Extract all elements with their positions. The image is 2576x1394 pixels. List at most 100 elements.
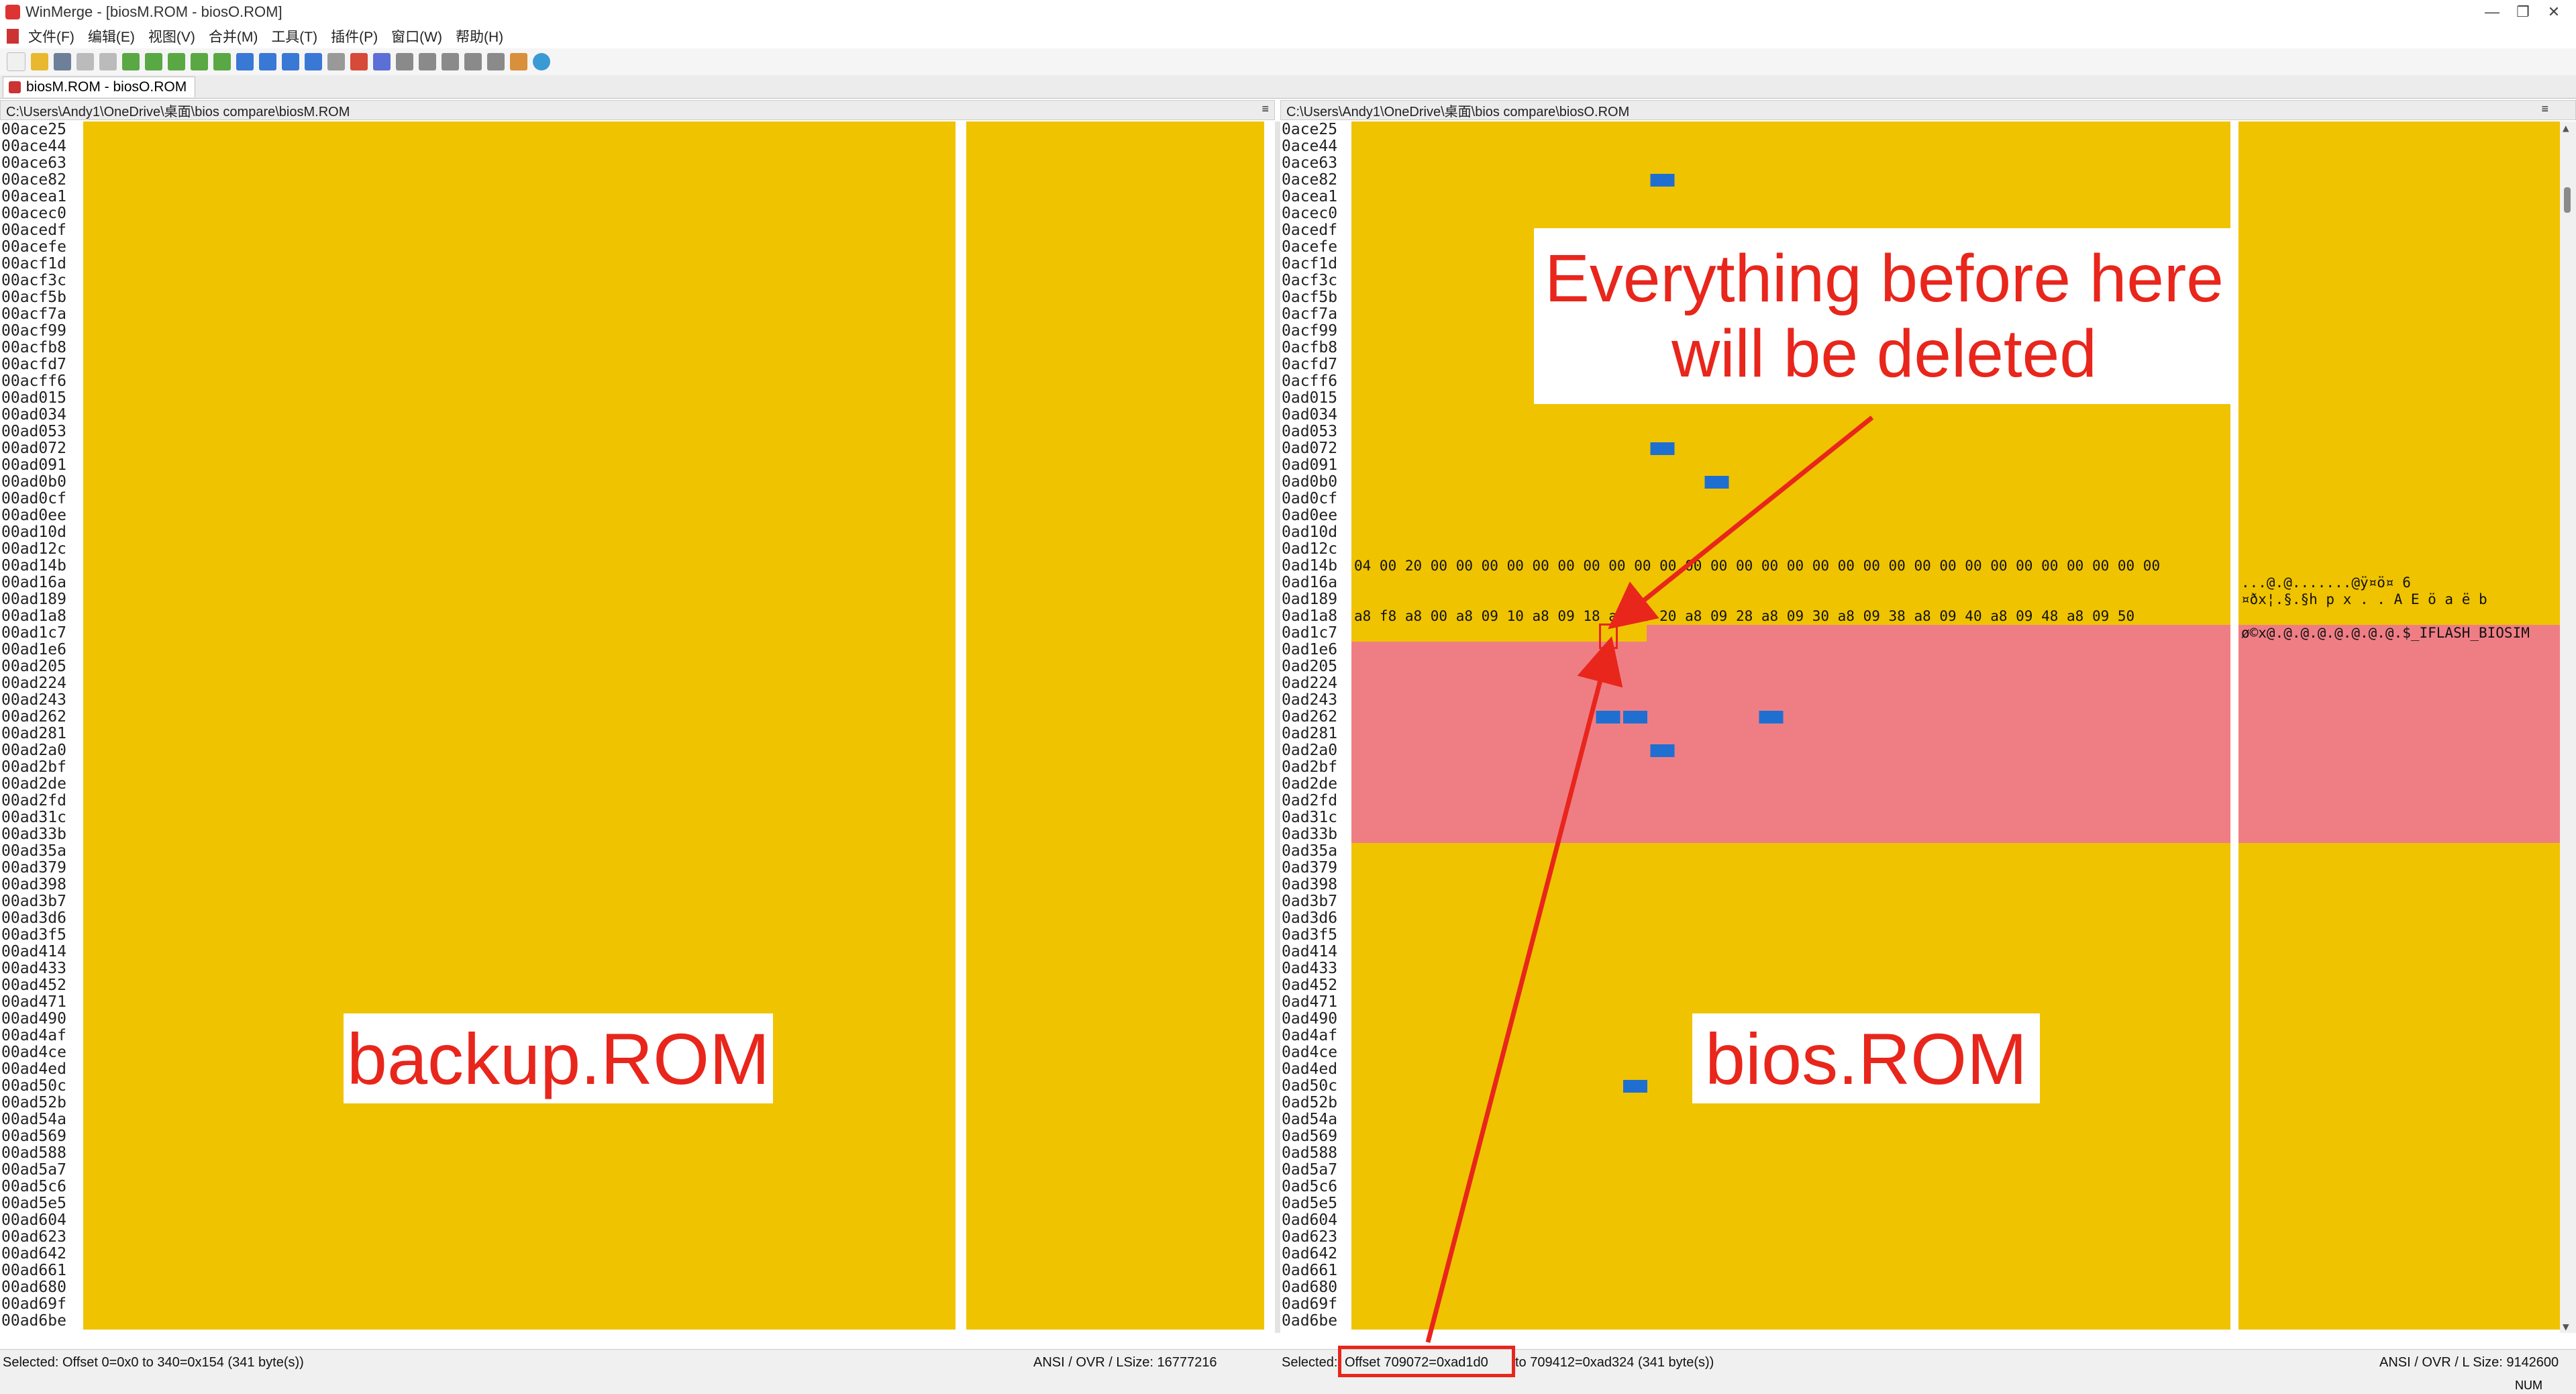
offset-label: 00ad072 (1, 440, 66, 457)
scroll-thumb[interactable] (2564, 187, 2571, 213)
left-hex-pane[interactable]: 00ace25 00ace44 00ace63 00ace82 00acea1 00ace… (0, 121, 1275, 1333)
first-diff-icon[interactable] (168, 53, 185, 70)
window-controls: — ❐ ✕ (2477, 0, 2569, 24)
menu-tools[interactable]: 工具(T) (271, 30, 318, 45)
offset-label: 00ad3d6 (1, 909, 66, 927)
bottom-status-bar: NUM (0, 1376, 2576, 1394)
left-ascii-column[interactable] (966, 121, 1264, 1333)
offset-label: 00ad2a0 (1, 742, 66, 759)
offset-label: 00acedf (1, 221, 66, 239)
offset-label: 0ad452 (1282, 977, 1338, 994)
redo-icon[interactable] (99, 53, 117, 70)
menu-bar: 文件(F) 编辑(E) 视图(V) 合并(M) 工具(T) 插件(P) 窗口(W… (0, 24, 2576, 48)
pane-splitter[interactable] (1275, 121, 1280, 1333)
open-folder-icon[interactable] (31, 53, 48, 70)
copy-all-right-icon[interactable] (282, 53, 299, 70)
offset-label: 0ad1e6 (1282, 641, 1338, 658)
file-compare-icon[interactable] (373, 53, 391, 70)
restore-button[interactable]: ❐ (2516, 3, 2530, 20)
diff-block (83, 121, 956, 1330)
offset-label: 0acf3c (1282, 272, 1338, 289)
annotation-callout: Everything before here will be deleted (1534, 228, 2234, 404)
ascii-row-text: ...@.@.......@ÿ¤ö¤ 6 (2241, 575, 2411, 591)
moved-block (2238, 625, 2560, 843)
current-diff-icon[interactable] (191, 53, 208, 70)
offset-label: 0acf99 (1282, 322, 1338, 340)
toolbar (0, 48, 2576, 75)
menu-view[interactable]: 视图(V) (148, 30, 195, 45)
scroll-up-icon[interactable]: ▲ (2563, 121, 2569, 134)
offset-label: 0ad471 (1282, 993, 1338, 1011)
offset-label: 0ace82 (1282, 171, 1338, 189)
offset-label: 0ad072 (1282, 440, 1338, 457)
start-byte-marker (1599, 624, 1618, 649)
offset-label: 0ad10d (1282, 524, 1338, 541)
offset-label: 0ad053 (1282, 423, 1338, 440)
offset-label: 00ad604 (1, 1211, 66, 1229)
new-file-icon[interactable] (7, 52, 25, 71)
offset-label: 00ad034 (1, 406, 66, 424)
offset-label: 00ad2bf (1, 758, 66, 776)
offset-label: 0ad490 (1282, 1010, 1338, 1028)
menu-merge[interactable]: 合并(M) (208, 30, 258, 45)
nav-last-icon[interactable] (464, 53, 482, 70)
last-diff-icon[interactable] (213, 53, 231, 70)
offset-label: 0ad2a0 (1282, 742, 1338, 759)
prev-diff-icon[interactable] (145, 53, 162, 70)
offset-label: 0ace25 (1282, 121, 1338, 138)
left-header-menu-icon[interactable]: ≡ (1261, 102, 1269, 115)
right-path: C:\Users\Andy1\OneDrive\桌面\bios compare\… (1286, 104, 1630, 119)
copy-advance-icon[interactable] (327, 53, 345, 70)
vertical-scrollbar[interactable]: ▲ ▼ (2560, 121, 2576, 1333)
refresh-icon[interactable] (533, 53, 550, 70)
offset-label: 00acf5b (1, 289, 66, 306)
save-icon[interactable] (54, 53, 71, 70)
offset-label: 00acf7a (1, 305, 66, 323)
offset-label: 0ad5a7 (1282, 1161, 1338, 1179)
offset-label: 00ad452 (1, 977, 66, 994)
minimize-button[interactable]: — (2485, 3, 2500, 20)
compare-icon[interactable] (350, 53, 368, 70)
right-header-menu-icon[interactable]: ≡ (2541, 102, 2548, 115)
nav-end-icon[interactable] (487, 53, 505, 70)
close-button[interactable]: ✕ (2547, 3, 2561, 20)
offset-label: 0ad2bf (1282, 758, 1338, 776)
offset-label: 0ad31c (1282, 809, 1338, 826)
right-offset-column: 0ace25 0ace44 0ace63 0ace82 0acea1 0acec0 0ace… (1280, 121, 1374, 1333)
tab-label: biosM.ROM - biosO.ROM (26, 79, 187, 95)
offset-label: 00acefe (1, 238, 66, 256)
offset-label: 00ad623 (1, 1228, 66, 1246)
tab-biosm-bioso[interactable]: biosM.ROM - biosO.ROM (3, 77, 196, 97)
offset-label: 00ad14b (1, 557, 66, 575)
undo-icon[interactable] (76, 53, 94, 70)
menu-plugins[interactable]: 插件(P) (331, 30, 378, 45)
offset-label: 00ad35a (1, 842, 66, 860)
scroll-down-icon[interactable]: ▼ (2563, 1320, 2569, 1333)
menu-edit[interactable]: 编辑(E) (87, 30, 135, 45)
nav-first-icon[interactable] (396, 53, 413, 70)
copy-all-left-icon[interactable] (305, 53, 322, 70)
next-diff-icon[interactable] (122, 53, 140, 70)
nav-next-icon[interactable] (442, 53, 459, 70)
offset-label: 0ad16a (1282, 574, 1338, 591)
left-hex-bytes[interactable] (83, 121, 956, 1333)
offset-label: 0ad243 (1282, 691, 1338, 709)
options-icon[interactable] (510, 53, 527, 70)
menu-file[interactable]: 文件(F) (28, 30, 74, 45)
offset-label: 00ad4ce (1, 1044, 66, 1061)
moved-block (1351, 642, 2230, 843)
menu-window[interactable]: 窗口(W) (391, 30, 442, 45)
right-selection-prefix: Selected: (1282, 1355, 1338, 1370)
offset-label: 00ad414 (1, 943, 66, 960)
copy-left-icon[interactable] (259, 53, 276, 70)
offset-label: 0acfb8 (1282, 339, 1338, 356)
copy-right-icon[interactable] (236, 53, 254, 70)
offset-label: 0ad35a (1282, 842, 1338, 860)
offset-label: 0ad50c (1282, 1077, 1338, 1095)
nav-prev-icon[interactable] (419, 53, 436, 70)
right-ascii-column[interactable]: ...@.@.......@ÿ¤ö¤ 6¤ðx¦.§.§h p x . . A … (2238, 121, 2560, 1333)
offset-label: 0ad2fd (1282, 792, 1338, 809)
winmerge-app-icon (5, 5, 20, 19)
offset-label: 0ad33b (1282, 826, 1338, 843)
menu-help[interactable]: 帮助(H) (455, 30, 504, 45)
